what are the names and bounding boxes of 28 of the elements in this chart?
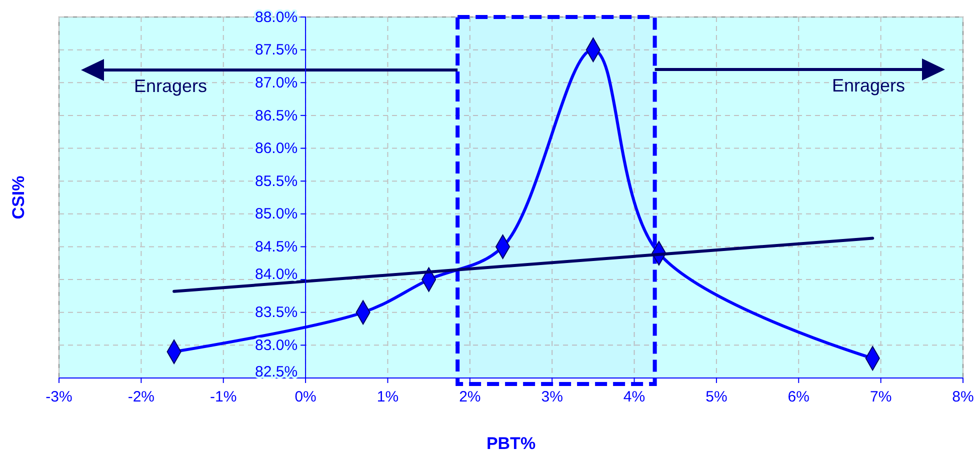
y-tick-label: 84.5% (255, 238, 298, 256)
y-tick-label: 87.5% (255, 42, 298, 59)
x-tick-label: 5% (706, 388, 728, 406)
y-tick-label: 85.0% (255, 206, 298, 223)
x-tick-label: -2% (128, 388, 155, 406)
y-tick-label: 88.0% (255, 8, 298, 26)
x-axis-title: PBT% (486, 434, 536, 453)
y-tick-label: 87.0% (255, 74, 298, 92)
y-tick-label: 85.5% (255, 172, 298, 190)
x-tick-label: 4% (623, 388, 646, 406)
x-tick-label: 7% (870, 388, 892, 406)
annotation: Enragers (832, 76, 905, 96)
x-tick-label: 8% (952, 388, 974, 406)
x-tick-label: -3% (46, 388, 72, 406)
x-tick-label: -1% (210, 388, 237, 406)
x-tick-label: 1% (376, 388, 399, 406)
x-tick-label: 6% (788, 388, 810, 406)
x-tick-label: 3% (541, 388, 563, 406)
y-axis-title: CSI% (9, 176, 28, 220)
y-tick-label: 84.0% (255, 266, 298, 283)
y-tick-label: 83.0% (255, 336, 298, 354)
y-tick-label: 86.5% (255, 107, 298, 124)
y-tick-label: 83.5% (255, 304, 298, 322)
annotation: Enragers (134, 76, 208, 96)
x-tick-label: 2% (459, 388, 481, 406)
x-tick-label: 0% (294, 388, 316, 406)
y-tick-label: 86.0% (255, 140, 298, 158)
y-tick-label: 82.5% (255, 364, 298, 380)
